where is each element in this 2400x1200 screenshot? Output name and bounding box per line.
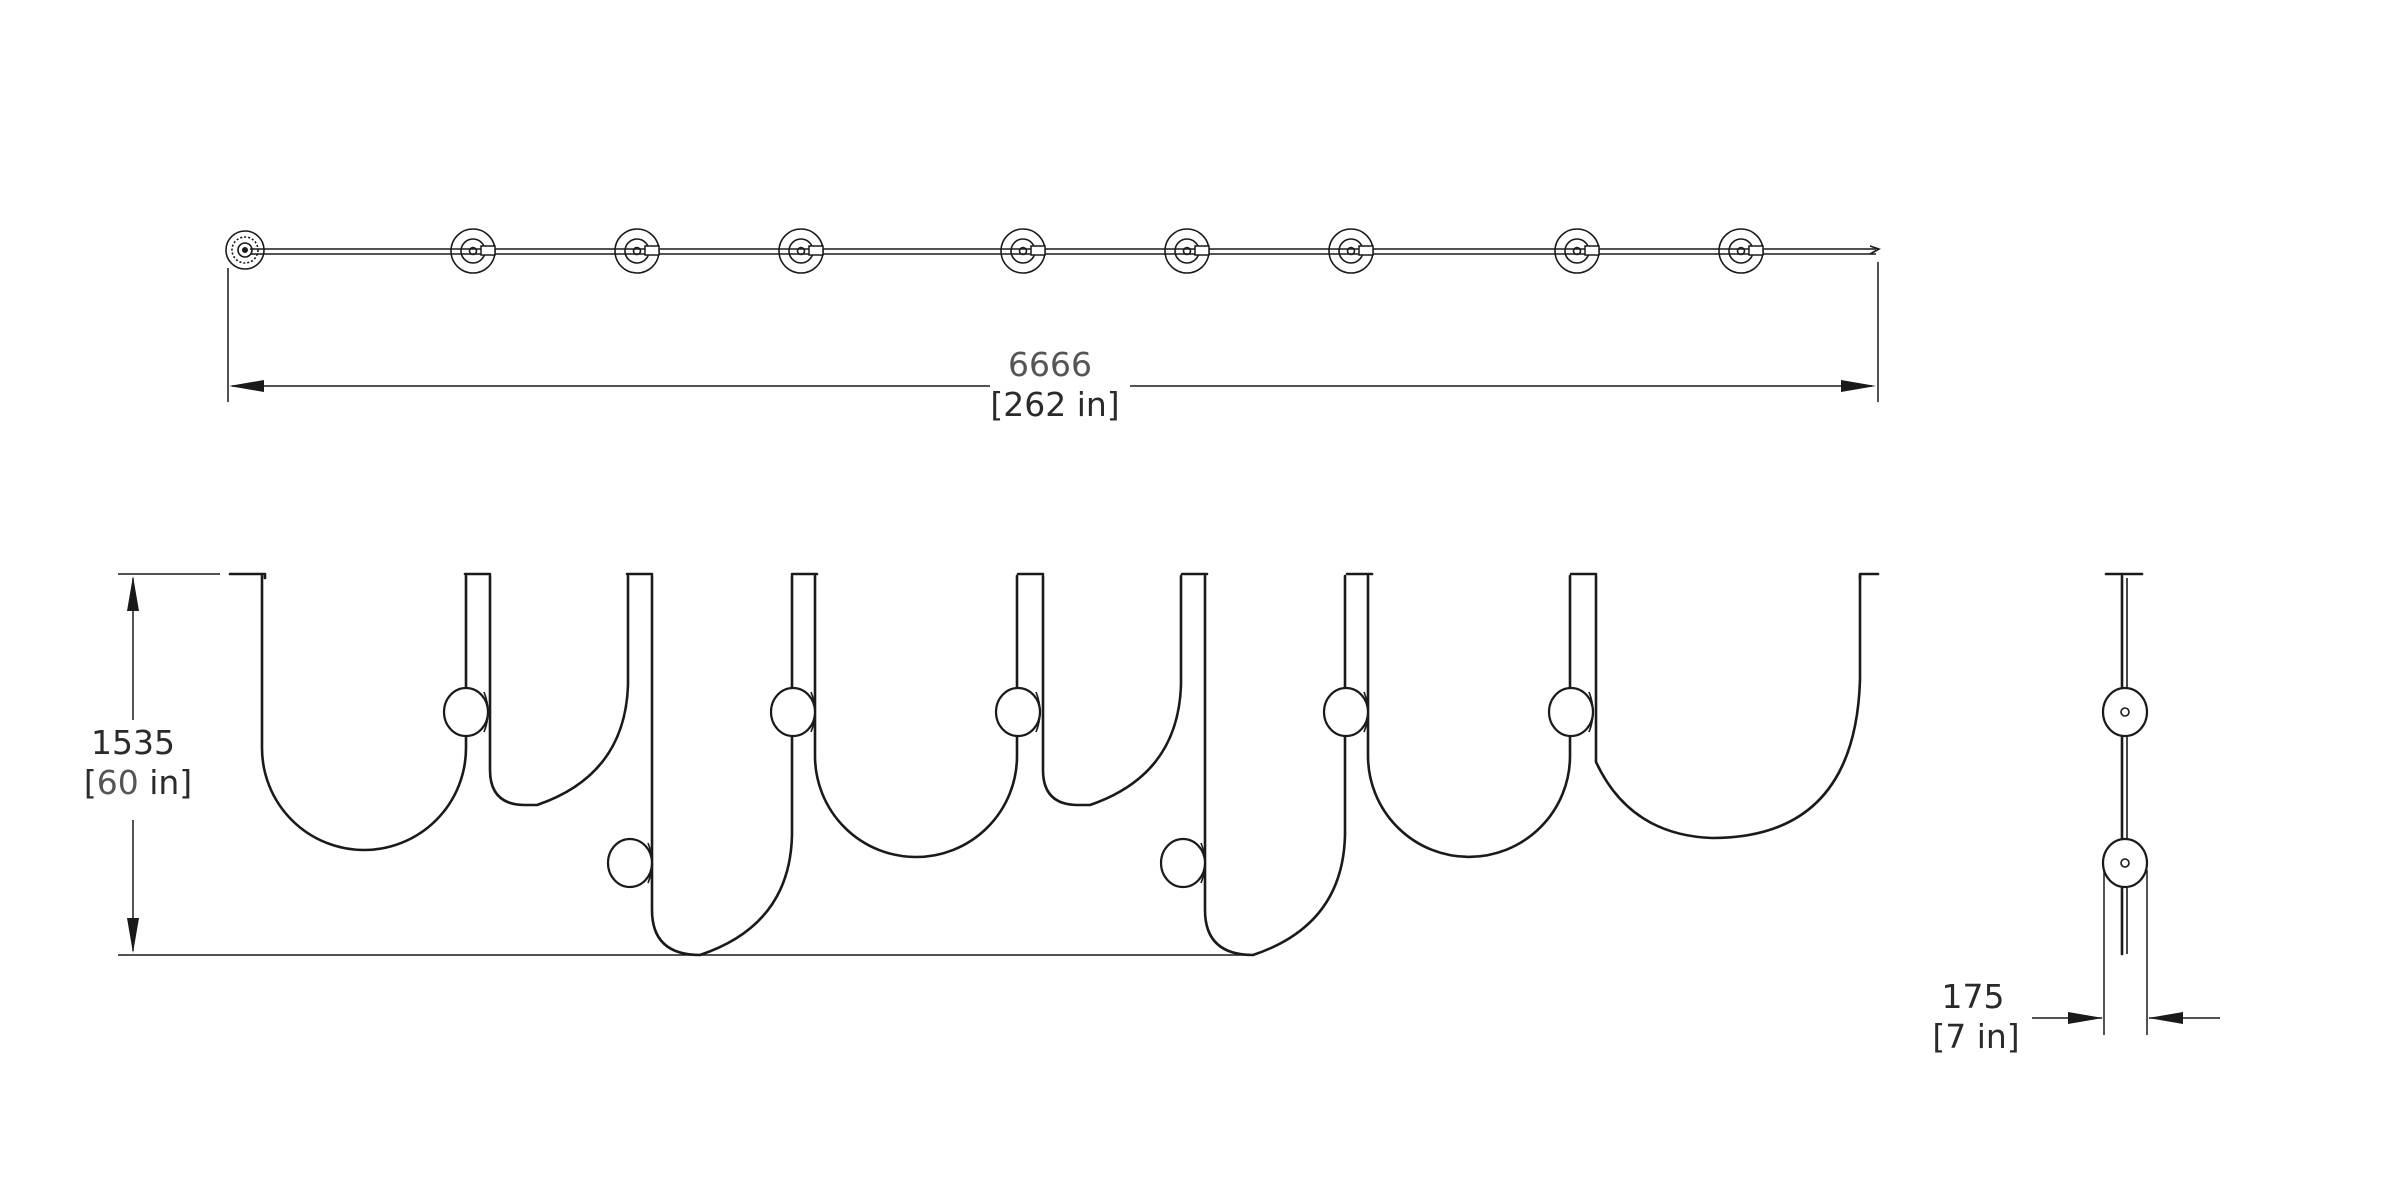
side-view-bumper — [2101, 686, 2149, 738]
mounting-ring — [1554, 228, 1600, 274]
mounting-ring — [778, 228, 824, 274]
hook-2 — [488, 574, 630, 807]
front-view-top-brackets — [228, 572, 1880, 580]
top-view-end-cap — [225, 230, 265, 270]
depth-mm-label: 175 — [1942, 977, 2005, 1016]
front-view — [228, 572, 1880, 957]
hook-3 — [650, 574, 794, 957]
bumper — [1322, 686, 1370, 738]
height-inch-label: [60 in] — [84, 763, 192, 802]
length-arrow-left — [229, 380, 264, 392]
mounting-ring — [450, 228, 496, 274]
depth-arrow-right — [2148, 1012, 2183, 1024]
hook-5 — [1041, 574, 1183, 807]
length-dimension: 6666 [262 in] — [227, 262, 1879, 424]
mounting-ring — [1000, 228, 1046, 274]
bumper — [994, 686, 1042, 738]
top-view-mounting-rings — [450, 228, 1764, 274]
length-arrow-right — [1841, 380, 1876, 392]
svg-text:6666: 6666 — [1008, 345, 1092, 384]
bumper — [1159, 837, 1207, 889]
mounting-ring — [614, 228, 660, 274]
bumper — [769, 686, 817, 738]
bumper — [606, 837, 654, 889]
top-view-right-tip — [1869, 245, 1881, 255]
height-arrow-bottom — [127, 918, 139, 953]
depth-arrow-left — [2068, 1012, 2103, 1024]
front-view-bumpers — [442, 686, 1595, 889]
depth-dimension: 175 [7 in] — [1932, 870, 2220, 1056]
mounting-ring — [1328, 228, 1374, 274]
hook-8 — [1594, 574, 1862, 840]
height-dimension: 1535 [60 in] — [84, 573, 1250, 956]
height-mm-label: 1535 — [91, 723, 175, 762]
hook-6 — [1203, 574, 1347, 957]
top-view — [225, 228, 1881, 274]
hook-4 — [813, 574, 1019, 859]
mounting-ring — [1718, 228, 1764, 274]
bumper — [442, 686, 490, 738]
hook-7 — [1366, 574, 1572, 859]
mounting-ring — [1164, 228, 1210, 274]
length-inch-label: [262 in] — [990, 385, 1119, 424]
length-mm-label: 6666 — [1008, 345, 1092, 384]
side-view — [2101, 572, 2149, 956]
side-view-bumper — [2101, 837, 2149, 889]
depth-inch-label: [7 in] — [1932, 1017, 2019, 1056]
height-arrow-top — [127, 576, 139, 611]
hook-1 — [260, 574, 468, 852]
bumper — [1547, 686, 1595, 738]
